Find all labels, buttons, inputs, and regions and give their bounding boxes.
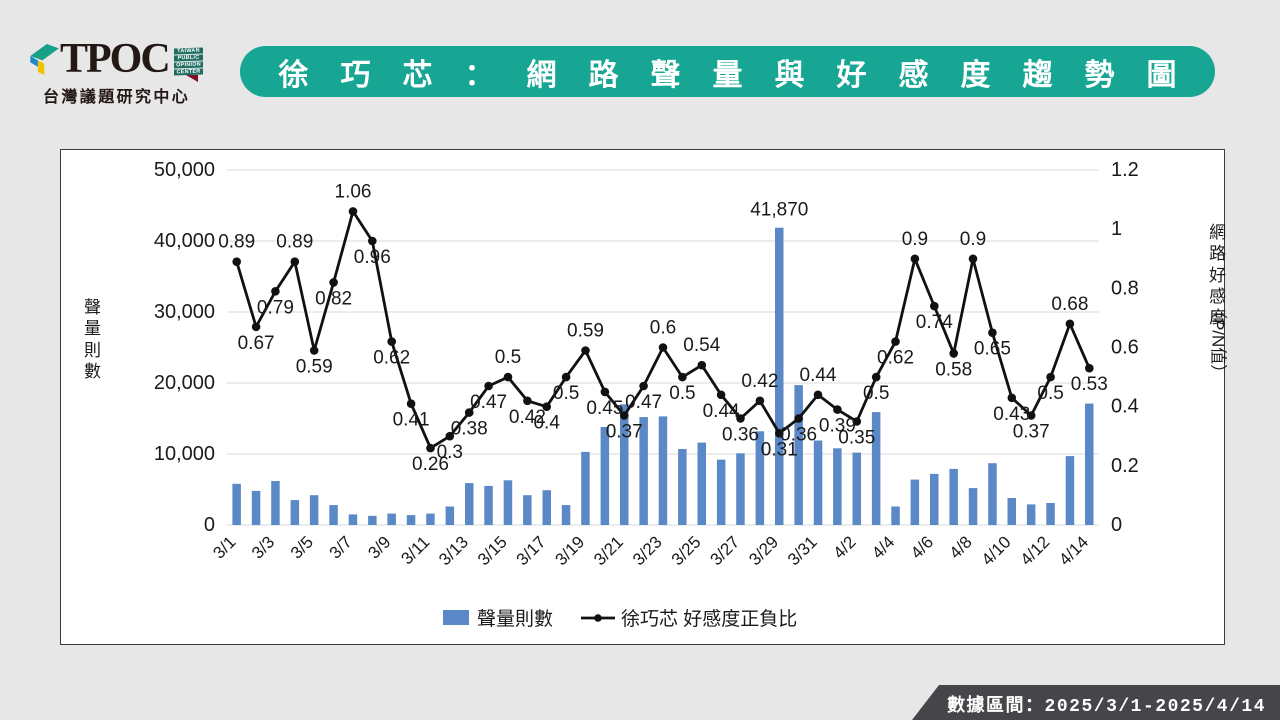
svg-text:0.9: 0.9 <box>902 229 928 250</box>
svg-text:10,000: 10,000 <box>154 443 215 465</box>
svg-text:0.47: 0.47 <box>470 392 507 413</box>
svg-text:0.4: 0.4 <box>1111 396 1139 418</box>
svg-text:0.41: 0.41 <box>393 410 430 431</box>
svg-text:0.2: 0.2 <box>1111 455 1139 477</box>
svg-text:0.8: 0.8 <box>1111 277 1139 299</box>
svg-text:0.5: 0.5 <box>495 347 521 368</box>
svg-text:0.44: 0.44 <box>703 401 740 422</box>
svg-text:3/25: 3/25 <box>668 532 705 569</box>
svg-text:0.6: 0.6 <box>650 318 676 339</box>
svg-text:4/6: 4/6 <box>907 532 937 562</box>
svg-text:0.35: 0.35 <box>838 428 875 449</box>
svg-text:0.62: 0.62 <box>877 348 914 369</box>
svg-text:3/11: 3/11 <box>397 532 433 568</box>
svg-text:4/4: 4/4 <box>868 532 898 562</box>
svg-text:0.37: 0.37 <box>606 422 643 443</box>
svg-text:0.5: 0.5 <box>553 383 579 404</box>
svg-text:4/2: 4/2 <box>829 532 859 562</box>
svg-text:0.59: 0.59 <box>296 357 333 378</box>
svg-text:0.54: 0.54 <box>683 335 720 356</box>
svg-text:3/31: 3/31 <box>784 532 821 569</box>
svg-text:40,000: 40,000 <box>154 230 215 252</box>
svg-text:0.3: 0.3 <box>437 442 463 463</box>
svg-text:0.82: 0.82 <box>315 288 352 309</box>
svg-text:50,000: 50,000 <box>154 159 215 181</box>
svg-text:0.4: 0.4 <box>533 413 560 434</box>
svg-text:1.06: 1.06 <box>335 181 372 202</box>
svg-text:4/12: 4/12 <box>1017 532 1054 569</box>
svg-text:0.36: 0.36 <box>722 425 759 446</box>
svg-text:0.89: 0.89 <box>276 232 313 253</box>
svg-text:0.9: 0.9 <box>960 229 986 250</box>
svg-text:0.44: 0.44 <box>800 365 837 386</box>
svg-text:3/13: 3/13 <box>435 532 472 569</box>
svg-text:3/17: 3/17 <box>513 532 550 569</box>
svg-text:30,000: 30,000 <box>154 301 215 323</box>
svg-text:0.38: 0.38 <box>451 419 488 440</box>
svg-text:0.58: 0.58 <box>935 359 972 380</box>
svg-text:0.79: 0.79 <box>257 297 294 318</box>
svg-text:0.42: 0.42 <box>741 371 778 392</box>
svg-text:41,870: 41,870 <box>750 200 808 221</box>
svg-text:0.74: 0.74 <box>916 312 953 333</box>
svg-text:0.6: 0.6 <box>1111 337 1139 359</box>
svg-text:0.37: 0.37 <box>1013 422 1050 443</box>
svg-text:3/19: 3/19 <box>551 532 588 569</box>
svg-text:4/8: 4/8 <box>946 532 976 562</box>
svg-text:3/29: 3/29 <box>745 532 782 569</box>
svg-text:0.65: 0.65 <box>974 339 1011 360</box>
svg-text:4/14: 4/14 <box>1055 532 1092 569</box>
svg-text:0.59: 0.59 <box>567 321 604 342</box>
svg-text:0.62: 0.62 <box>373 348 410 369</box>
svg-text:3/23: 3/23 <box>629 532 666 569</box>
svg-text:0.36: 0.36 <box>780 425 817 446</box>
svg-text:0.5: 0.5 <box>669 383 695 404</box>
svg-text:0.89: 0.89 <box>218 232 255 253</box>
svg-text:3/27: 3/27 <box>706 532 743 569</box>
svg-text:20,000: 20,000 <box>154 372 215 394</box>
svg-text:3/3: 3/3 <box>248 532 278 562</box>
svg-text:0.45: 0.45 <box>586 398 623 419</box>
svg-text:0: 0 <box>1111 514 1122 536</box>
svg-text:3/9: 3/9 <box>364 532 394 562</box>
svg-text:0.5: 0.5 <box>1037 383 1063 404</box>
svg-text:3/15: 3/15 <box>474 532 511 569</box>
svg-text:1: 1 <box>1111 218 1122 240</box>
svg-text:0.53: 0.53 <box>1071 374 1108 395</box>
svg-text:0.47: 0.47 <box>625 392 662 413</box>
svg-text:3/21: 3/21 <box>590 532 627 569</box>
svg-text:4/10: 4/10 <box>978 532 1015 569</box>
svg-text:0: 0 <box>204 514 215 536</box>
svg-text:0.67: 0.67 <box>238 333 275 354</box>
svg-text:0.68: 0.68 <box>1051 294 1088 315</box>
svg-text:1.2: 1.2 <box>1111 159 1139 181</box>
svg-text:0.96: 0.96 <box>354 247 391 268</box>
svg-text:3/7: 3/7 <box>326 532 356 562</box>
svg-text:0.5: 0.5 <box>863 383 889 404</box>
svg-text:3/5: 3/5 <box>287 532 317 562</box>
svg-text:3/1: 3/1 <box>209 532 239 562</box>
